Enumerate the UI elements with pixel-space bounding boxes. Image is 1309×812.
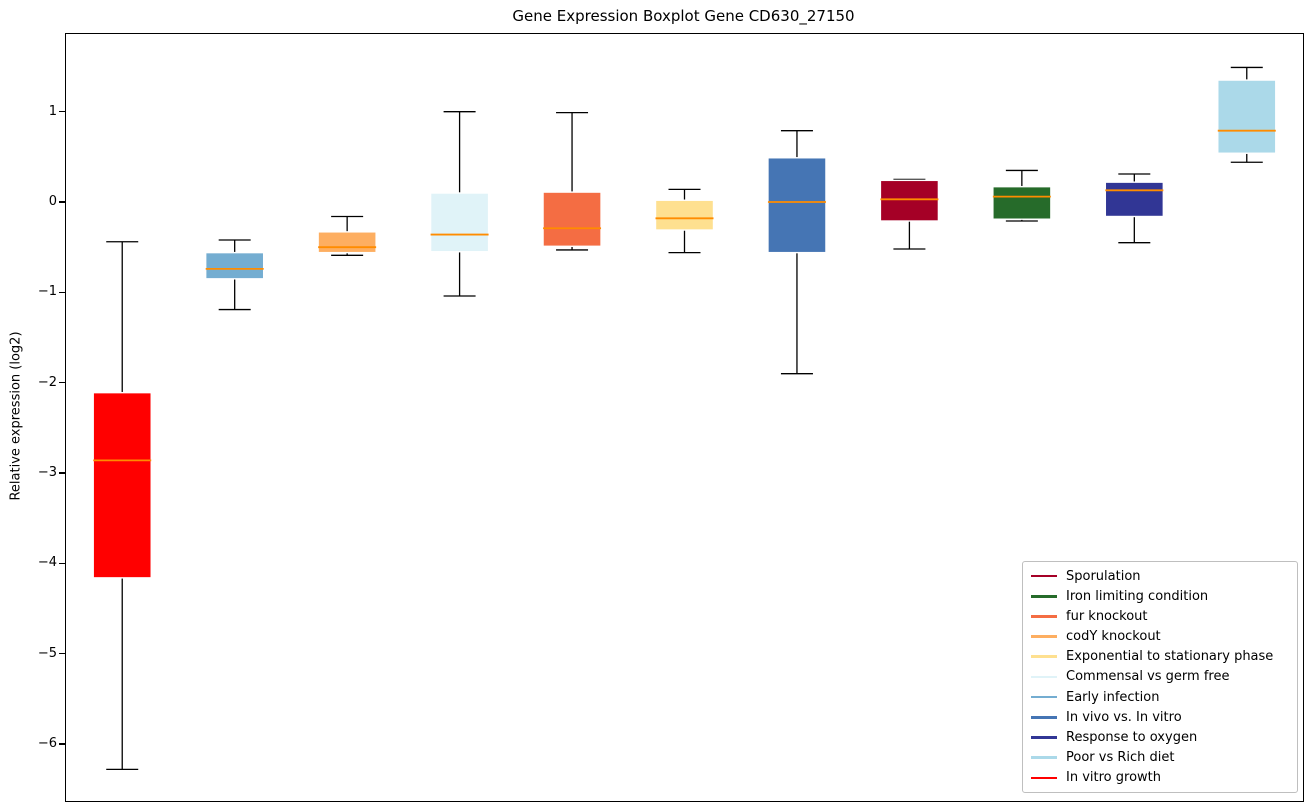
- y-tick-label: −4: [37, 555, 57, 571]
- legend-swatch: [1031, 776, 1057, 780]
- legend-swatch: [1031, 695, 1057, 699]
- y-tick-mark: [59, 201, 65, 203]
- legend-swatch: [1031, 574, 1057, 578]
- y-tick-label: −2: [37, 374, 57, 390]
- box-cody-knockout: [317, 215, 377, 256]
- box-fur-knockout: [542, 111, 602, 251]
- y-tick-label: −5: [37, 645, 57, 661]
- y-tick-label: −6: [37, 735, 57, 751]
- legend-item-exponential-to-stationary-phase: Exponential to stationary phase: [1031, 647, 1289, 666]
- legend-label: Exponential to stationary phase: [1066, 649, 1274, 665]
- box-exponential-to-stationary-phase: [654, 188, 715, 254]
- y-tick-mark: [59, 472, 65, 474]
- legend-swatch: [1031, 594, 1057, 598]
- boxplot-canvas: [92, 66, 1277, 771]
- box-iron-limiting-condition: [992, 169, 1052, 222]
- legend-label: codY knockout: [1066, 629, 1161, 645]
- legend-item-iron-limiting-condition: Iron limiting condition: [1031, 587, 1289, 606]
- chart-title: Gene Expression Boxplot Gene CD630_27150: [512, 7, 855, 25]
- y-tick-mark: [59, 381, 65, 384]
- y-tick-label: −1: [37, 284, 57, 300]
- box-in-vivo-vs-in-vitro: [767, 130, 827, 375]
- box-commensal-vs-germ-free: [429, 111, 490, 297]
- legend-label: Commensal vs germ free: [1066, 669, 1230, 685]
- legend-label: Iron limiting condition: [1066, 588, 1209, 604]
- y-tick-label: 0: [48, 193, 57, 209]
- box-sporulation: [879, 178, 940, 250]
- legend-swatch: [1031, 655, 1057, 659]
- legend-item-in-vitro-growth: In vitro growth: [1031, 768, 1289, 787]
- legend-swatch: [1031, 615, 1057, 618]
- box-response-to-oxygen: [1104, 173, 1165, 244]
- legend-swatch: [1031, 635, 1057, 638]
- legend-label: fur knockout: [1066, 608, 1148, 624]
- y-tick-mark: [59, 743, 65, 745]
- box-early-infection: [204, 239, 265, 311]
- legend-swatch: [1031, 736, 1057, 739]
- y-tick-mark: [59, 291, 65, 293]
- legend-label: Response to oxygen: [1066, 729, 1198, 745]
- y-tick-mark: [59, 562, 65, 564]
- y-tick-mark: [59, 652, 65, 655]
- y-tick-label: 1: [48, 103, 57, 119]
- legend-label: Poor vs Rich diet: [1066, 750, 1175, 766]
- legend-swatch: [1031, 675, 1057, 679]
- y-tick-label: −3: [37, 464, 57, 480]
- legend-item-sporulation: Sporulation: [1031, 567, 1289, 586]
- legend-label: Sporulation: [1066, 568, 1141, 584]
- legend-item-response-to-oxygen: Response to oxygen: [1031, 728, 1289, 747]
- legend-item-early-infection: Early infection: [1031, 688, 1289, 707]
- y-tick-mark: [59, 110, 65, 113]
- legend-swatch: [1031, 756, 1057, 759]
- legend-label: In vitro growth: [1066, 770, 1161, 786]
- legend-label: Early infection: [1066, 689, 1160, 705]
- legend-item-poor-vs-rich-diet: Poor vs Rich diet: [1031, 748, 1289, 767]
- legend-item-fur-knockout: fur knockout: [1031, 607, 1289, 626]
- legend-item-in-vivo-vs-in-vitro: In vivo vs. In vitro: [1031, 708, 1289, 727]
- legend-swatch: [1031, 715, 1057, 719]
- legend-item-commensal-vs-germ-free: Commensal vs germ free: [1031, 667, 1289, 686]
- legend-label: In vivo vs. In vitro: [1066, 709, 1182, 725]
- legend: Sporulation Iron limiting condition fur kn…: [1022, 561, 1298, 793]
- legend-item-cody-knockout: codY knockout: [1031, 627, 1289, 646]
- box-in-vitro-growth: [92, 241, 152, 771]
- box-poor-vs-rich-diet: [1217, 66, 1277, 163]
